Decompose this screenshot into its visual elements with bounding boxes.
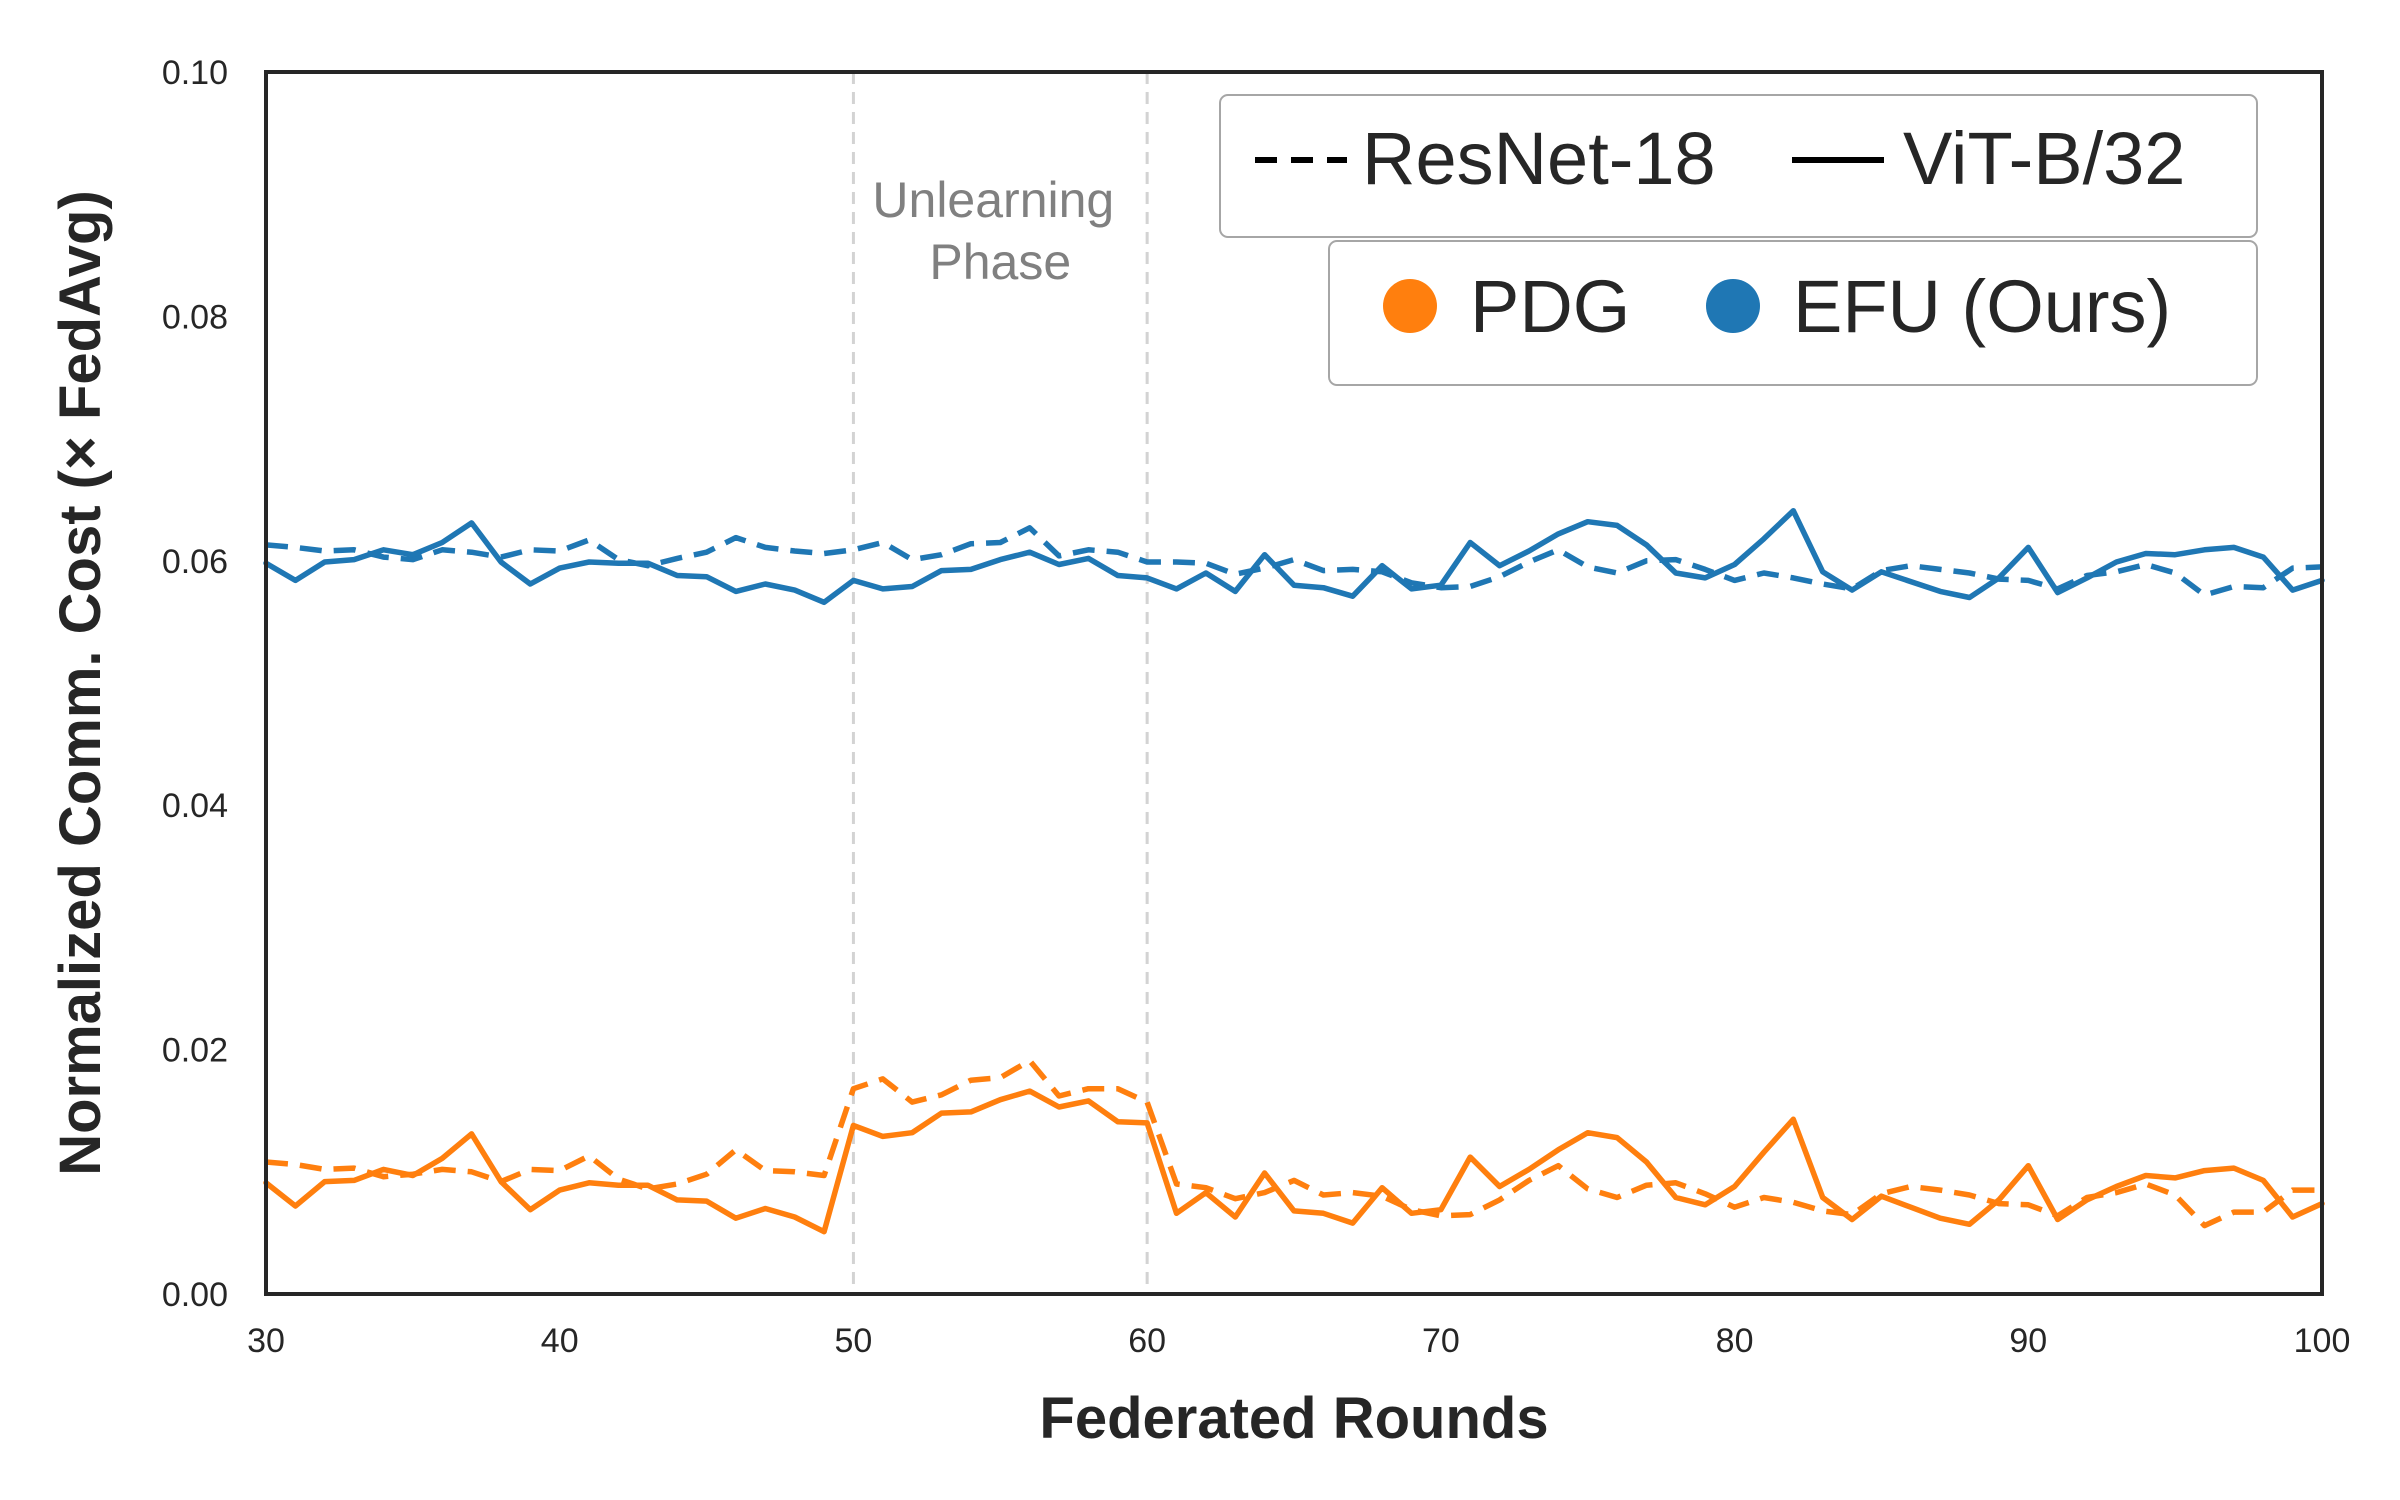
x-tick-label: 60	[1128, 1322, 1166, 1360]
x-tick-label: 90	[2009, 1322, 2047, 1360]
y-tick-label: 0.06	[162, 543, 228, 581]
x-tick-label: 80	[1716, 1322, 1754, 1360]
legend-methods: PDG EFU (Ours)	[1328, 240, 2258, 386]
legend-efu-marker	[1706, 279, 1760, 333]
y-tick-label: 0.08	[162, 298, 228, 336]
legend-box-methods	[1328, 240, 2258, 386]
y-tick-label: 0.02	[162, 1032, 228, 1070]
annotation-line-1: Unlearning	[872, 172, 1114, 228]
legend-box-styles	[1219, 94, 2258, 238]
series-lines	[263, 507, 2325, 1235]
y-axis-ticks: 0.00 0.02 0.04 0.06 0.08 0.10	[162, 54, 228, 1314]
series-line-2	[265, 1057, 2322, 1229]
y-tick-label: 0.10	[162, 54, 228, 92]
y-tick-label: 0.00	[162, 1276, 228, 1314]
legend-label-pdg: PDG	[1470, 265, 1630, 348]
series-line-3	[263, 1088, 2325, 1235]
y-tick-label: 0.04	[162, 787, 228, 825]
x-tick-label: 70	[1422, 1322, 1460, 1360]
y-axis-title: Normalized Comm. Cost (× FedAvg)	[48, 190, 113, 1176]
series-line-0	[265, 525, 2323, 598]
plot-frame	[264, 70, 2324, 1296]
legend-label-resnet18: ResNet-18	[1362, 117, 1716, 200]
series-line-1	[263, 507, 2325, 606]
legend-label-vitb32: ViT-B/32	[1903, 117, 2185, 200]
x-tick-label: 30	[247, 1322, 285, 1360]
legend-line-styles: ResNet-18 ViT-B/32	[1219, 94, 2258, 238]
legend-label-efu: EFU (Ours)	[1793, 265, 2171, 348]
unlearning-phase-annotation: Unlearning Phase	[872, 172, 1128, 290]
legend-pdg-marker	[1383, 279, 1437, 333]
x-axis-title: Federated Rounds	[1039, 1386, 1548, 1451]
annotation-line-2: Phase	[929, 234, 1071, 290]
phase-boundary-lines	[851, 72, 1149, 1294]
x-axis-ticks: 30 40 50 60 70 80 90 100	[247, 1322, 2350, 1360]
x-tick-label: 100	[2294, 1322, 2351, 1360]
x-tick-label: 40	[541, 1322, 579, 1360]
x-tick-label: 50	[835, 1322, 873, 1360]
